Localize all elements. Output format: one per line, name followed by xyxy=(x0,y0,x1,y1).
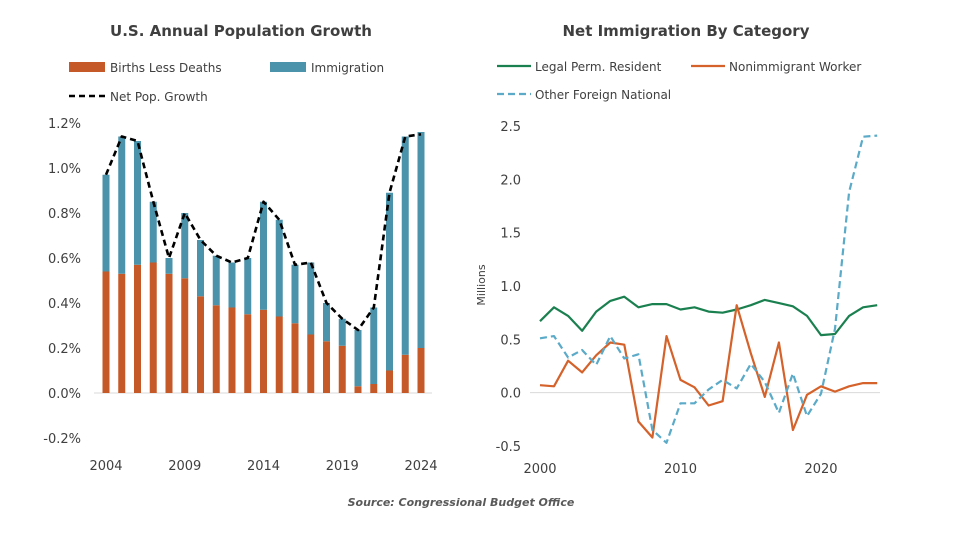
left-y-tick-label: 0.0% xyxy=(48,387,81,402)
immigration-bar xyxy=(417,132,425,348)
left-y-tick-label: 1.0% xyxy=(48,162,81,177)
immigration-bar xyxy=(165,258,173,274)
left-x-tick-label: 2019 xyxy=(326,459,359,474)
legend-label: Legal Perm. Resident xyxy=(535,60,662,74)
immigration-bar xyxy=(291,264,299,324)
legend-immigration-label: Immigration xyxy=(311,61,384,75)
left-legend: Births Less Deaths Immigration Net Pop. Gr… xyxy=(69,61,384,104)
right-x-tick-label: 2020 xyxy=(804,462,837,477)
series-line-nonimmigrant-worker xyxy=(539,304,878,439)
births-less-deaths-bar xyxy=(197,296,204,393)
births-less-deaths-bar xyxy=(212,305,220,393)
legend-net-growth-label: Net Pop. Growth xyxy=(110,90,208,104)
left-y-tick-label: 0.8% xyxy=(48,207,81,222)
immigration-bar xyxy=(228,262,236,308)
births-less-deaths-bar xyxy=(370,384,378,393)
right-y-axis-label: Millions xyxy=(475,264,488,305)
births-less-deaths-bar xyxy=(228,307,236,393)
net-immigration-chart: Net Immigration By Category Legal Perm. … xyxy=(475,22,880,477)
legend-births-label: Births Less Deaths xyxy=(110,61,222,75)
right-y-tick-label: 0.0 xyxy=(500,387,521,402)
births-less-deaths-bar xyxy=(244,314,252,393)
immigration-bar xyxy=(181,213,189,279)
immigration-bar xyxy=(370,307,378,384)
right-x-tick-label: 2000 xyxy=(523,462,556,477)
immigration-bar xyxy=(118,136,126,274)
immigration-bar xyxy=(212,255,220,306)
left-x-tick-label: 2009 xyxy=(168,459,201,474)
births-less-deaths-bar xyxy=(401,354,409,393)
births-less-deaths-bar xyxy=(386,370,393,393)
right-y-tick-label: 1.5 xyxy=(500,227,521,242)
right-x-tick-label: 2010 xyxy=(664,462,697,477)
left-y-tick-label: 0.6% xyxy=(48,252,81,267)
legend-births-swatch xyxy=(69,62,105,72)
right-lines xyxy=(539,134,878,444)
left-x-tick-label: 2014 xyxy=(247,459,280,474)
births-less-deaths-bar xyxy=(275,316,283,393)
immigration-bar xyxy=(260,201,267,310)
left-y-tick-label: -0.2% xyxy=(43,432,81,447)
immigration-bar xyxy=(134,141,141,265)
series-line-other-foreign-national xyxy=(539,134,878,444)
source-note: Source: Congressional Budget Office xyxy=(348,496,575,509)
left-x-tick-label: 2024 xyxy=(404,459,437,474)
immigration-bar xyxy=(307,262,315,335)
births-less-deaths-bar xyxy=(260,309,267,393)
right-y-tick-label: 0.5 xyxy=(500,333,521,348)
births-less-deaths-bar xyxy=(118,273,126,393)
legend-immigration-swatch xyxy=(270,62,306,72)
immigration-bar xyxy=(401,136,409,355)
births-less-deaths-bar xyxy=(338,345,346,393)
legend-label: Other Foreign National xyxy=(535,88,671,102)
left-bars xyxy=(102,132,425,393)
births-less-deaths-bar xyxy=(102,271,110,393)
left-axes: -0.2% 0.0% 0.2% 0.4% 0.6% 0.8% 1.0% 1.2% 2004 200… xyxy=(43,117,437,474)
births-less-deaths-bar xyxy=(134,264,141,393)
immigration-bar xyxy=(338,318,346,346)
births-less-deaths-bar xyxy=(165,273,173,393)
births-less-deaths-bar xyxy=(417,348,425,393)
left-y-tick-label: 0.2% xyxy=(48,342,81,357)
immigration-bar xyxy=(275,219,283,317)
series-line-legal-perm-resident xyxy=(539,295,878,337)
population-growth-chart: U.S. Annual Population Growth Births Les… xyxy=(43,22,437,474)
immigration-bar xyxy=(197,240,204,297)
legend-label: Nonimmigrant Worker xyxy=(729,60,861,74)
births-less-deaths-bar xyxy=(181,278,189,393)
right-chart-title: Net Immigration By Category xyxy=(562,22,809,40)
births-less-deaths-bar xyxy=(307,334,315,393)
births-less-deaths-bar xyxy=(291,323,299,393)
right-legend: Legal Perm. Resident Nonimmigrant Worker O… xyxy=(497,60,861,102)
right-y-tick-label: 2.5 xyxy=(500,120,521,135)
net-pop-growth-line xyxy=(104,133,422,332)
immigration-bar xyxy=(354,330,362,387)
left-y-tick-label: 0.4% xyxy=(48,297,81,312)
immigration-bar xyxy=(244,258,252,315)
left-net-growth-line xyxy=(104,133,422,332)
immigration-bar xyxy=(323,303,330,342)
left-x-tick-label: 2004 xyxy=(89,459,122,474)
left-y-tick-label: 1.2% xyxy=(48,117,81,132)
right-y-tick-label: 2.0 xyxy=(500,173,521,188)
births-less-deaths-bar xyxy=(323,341,330,393)
immigration-bar xyxy=(386,192,393,371)
right-axes: -0.5 0.0 0.5 1.0 1.5 2.0 2.5 2000 2010 2020 xyxy=(496,120,880,477)
births-less-deaths-bar xyxy=(354,386,362,393)
immigration-bar xyxy=(102,174,110,272)
births-less-deaths-bar xyxy=(149,262,157,393)
right-y-tick-label: -0.5 xyxy=(496,440,521,455)
right-y-tick-label: 1.0 xyxy=(500,280,521,295)
immigration-bar xyxy=(149,201,157,263)
left-chart-title: U.S. Annual Population Growth xyxy=(110,22,372,40)
